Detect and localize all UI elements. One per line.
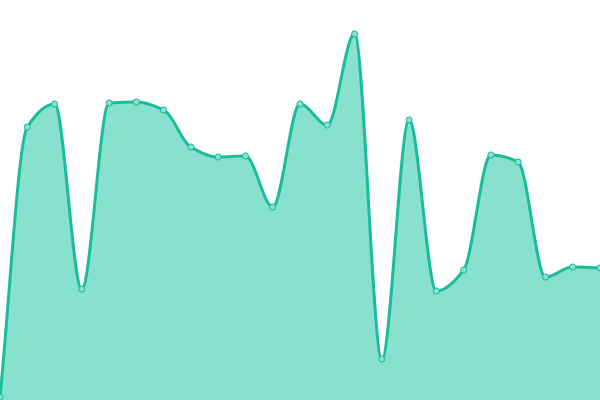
data-point-10 — [269, 203, 277, 211]
data-point-15 — [405, 116, 413, 124]
data-point-4 — [105, 99, 113, 107]
data-point-12 — [323, 121, 331, 129]
data-point-7 — [187, 143, 195, 151]
series-area — [0, 34, 600, 400]
data-point-14 — [378, 355, 386, 363]
data-point-3 — [78, 285, 86, 293]
data-point-18 — [487, 151, 495, 159]
data-point-5 — [132, 98, 140, 106]
data-point-16 — [432, 287, 440, 295]
data-point-8 — [214, 153, 222, 161]
data-points — [0, 30, 600, 400]
data-point-11 — [296, 100, 304, 108]
data-point-22 — [596, 264, 600, 272]
data-point-17 — [460, 266, 468, 274]
data-point-9 — [241, 152, 249, 160]
data-point-6 — [160, 106, 168, 114]
data-point-0 — [0, 393, 4, 400]
data-point-13 — [351, 30, 359, 38]
data-point-19 — [514, 158, 522, 166]
data-point-1 — [23, 123, 31, 131]
data-point-2 — [51, 100, 59, 108]
data-point-20 — [541, 273, 549, 281]
data-point-21 — [569, 263, 577, 271]
